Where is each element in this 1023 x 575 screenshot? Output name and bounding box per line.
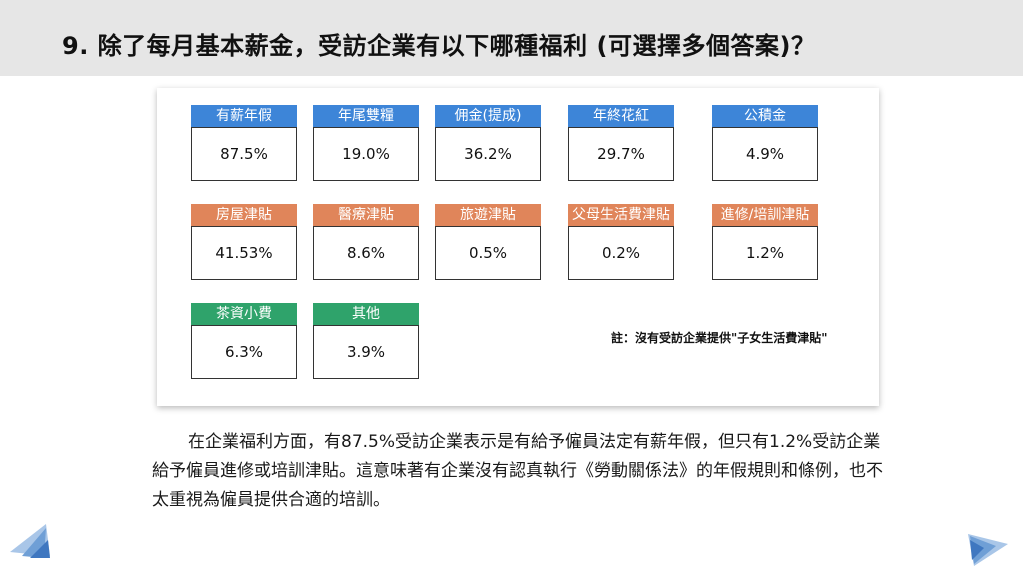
benefit-tile: 年終花紅 29.7% <box>568 105 674 181</box>
benefit-tile: 其他 3.9% <box>313 303 419 379</box>
benefit-value: 0.5% <box>435 226 541 280</box>
benefit-value: 3.9% <box>313 325 419 379</box>
benefits-panel: 有薪年假 87.5% 年尾雙糧 19.0% 佣金(提成) 36.2% 年終花紅 … <box>157 88 879 406</box>
benefit-tile: 有薪年假 87.5% <box>191 105 297 181</box>
benefit-value: 19.0% <box>313 127 419 181</box>
benefit-label: 年尾雙糧 <box>313 105 419 127</box>
benefit-tile: 佣金(提成) 36.2% <box>435 105 541 181</box>
benefit-label: 房屋津貼 <box>191 204 297 226</box>
benefit-tile: 房屋津貼 41.53% <box>191 204 297 280</box>
footnote: 註：沒有受訪企業提供"子女生活費津貼" <box>611 331 828 345</box>
benefit-label: 父母生活費津貼 <box>568 204 674 226</box>
benefit-label: 佣金(提成) <box>435 105 541 127</box>
benefit-value: 0.2% <box>568 226 674 280</box>
benefit-label: 公積金 <box>712 105 818 127</box>
benefit-value: 29.7% <box>568 127 674 181</box>
benefit-tile: 父母生活費津貼 0.2% <box>568 204 674 280</box>
benefit-label: 醫療津貼 <box>313 204 419 226</box>
benefit-label: 進修/培訓津貼 <box>712 204 818 226</box>
benefit-label: 有薪年假 <box>191 105 297 127</box>
benefit-value: 41.53% <box>191 226 297 280</box>
benefit-tile: 公積金 4.9% <box>712 105 818 181</box>
summary-paragraph: 在企業福利方面，有87.5%受訪企業表示是有給予僱員法定有薪年假，但只有1.2%… <box>152 428 892 515</box>
benefit-value: 1.2% <box>712 226 818 280</box>
benefit-tile: 年尾雙糧 19.0% <box>313 105 419 181</box>
benefit-tile: 進修/培訓津貼 1.2% <box>712 204 818 280</box>
benefit-value: 4.9% <box>712 127 818 181</box>
benefit-value: 6.3% <box>191 325 297 379</box>
summary-text: 在企業福利方面，有87.5%受訪企業表示是有給予僱員法定有薪年假，但只有1.2%… <box>152 432 883 510</box>
benefit-label: 茶資小費 <box>191 303 297 325</box>
benefit-value: 8.6% <box>313 226 419 280</box>
page-title: 9. 除了每月基本薪金，受訪企業有以下哪種福利 (可選擇多個答案)？ <box>62 32 816 60</box>
benefit-tile: 茶資小費 6.3% <box>191 303 297 379</box>
benefit-label: 其他 <box>313 303 419 325</box>
title-bar: 9. 除了每月基本薪金，受訪企業有以下哪種福利 (可選擇多個答案)？ <box>0 0 1023 76</box>
benefit-value: 36.2% <box>435 127 541 181</box>
corner-decoration-left-icon <box>10 524 50 558</box>
benefit-label: 年終花紅 <box>568 105 674 127</box>
corner-decoration-right-icon <box>968 534 1008 566</box>
benefit-value: 87.5% <box>191 127 297 181</box>
benefit-tile: 旅遊津貼 0.5% <box>435 204 541 280</box>
benefit-tile: 醫療津貼 8.6% <box>313 204 419 280</box>
benefit-label: 旅遊津貼 <box>435 204 541 226</box>
